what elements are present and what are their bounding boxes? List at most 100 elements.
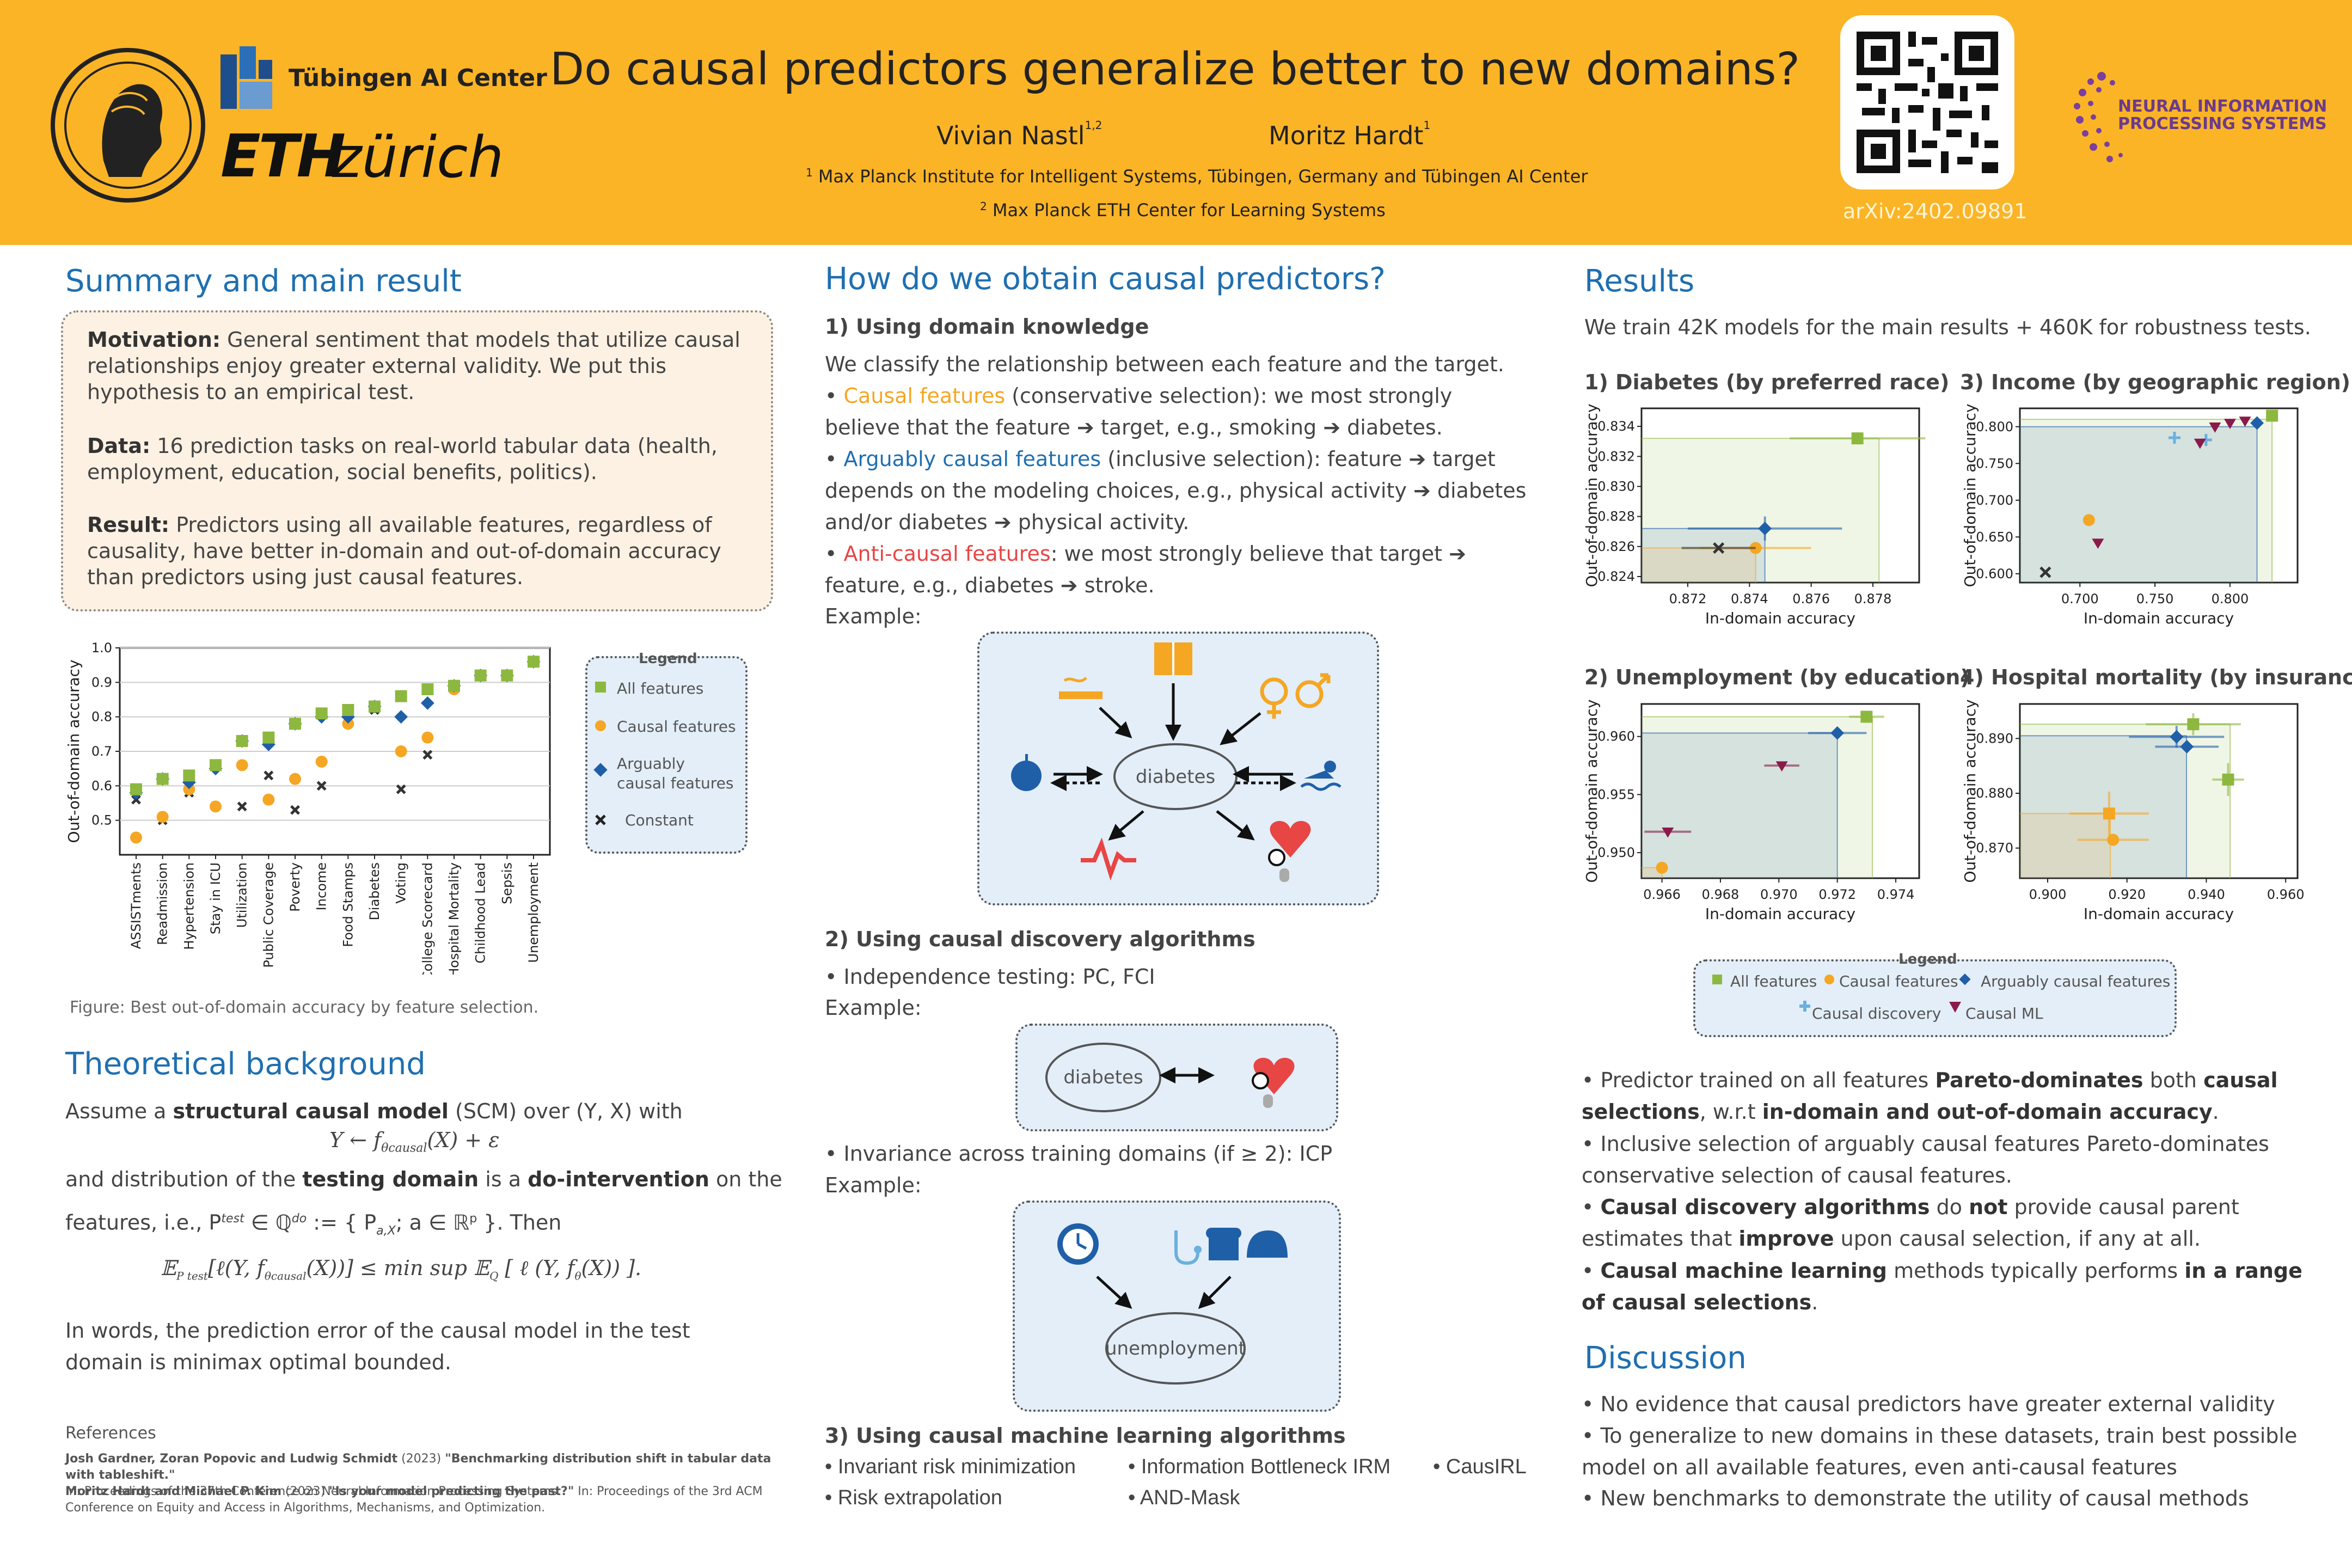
s3-item-4: • Risk extrapolation xyxy=(825,1486,1002,1509)
result-ytick-label: 0.826 xyxy=(1597,539,1635,554)
section-2-bullet-2: • Invariance across training domains (if… xyxy=(825,1142,1333,1166)
theory-line-1: Assume a structural causal model (SCM) o… xyxy=(65,1099,683,1123)
main-ytick-label: 0.5 xyxy=(91,813,112,828)
main-ytick-label: 0.9 xyxy=(91,675,112,690)
main-xtick-label: Unemployment xyxy=(526,862,541,963)
main-point-causal-features xyxy=(236,759,248,771)
references-heading: References xyxy=(65,1424,156,1443)
result-point xyxy=(2209,422,2221,433)
main-legend-all: All features xyxy=(617,679,704,697)
chart-unemployment: 0.966 0.968 0.970 0.972 0.974 0.960 0.955 0.950… xyxy=(1583,699,1920,923)
result-ytick-label: 0.600 xyxy=(1976,566,2013,581)
result-xtick-label: 0.920 xyxy=(2108,887,2146,902)
main-point-constant xyxy=(396,784,406,794)
data-text: Data: 16 prediction tasks on real-world … xyxy=(87,434,718,484)
main-point-constant xyxy=(131,794,141,805)
qr-code-frame[interactable] xyxy=(1840,15,2014,189)
main-point-all-features xyxy=(130,783,142,795)
result-xtick-label: 0.972 xyxy=(1818,887,1856,902)
results-bullet-4: • Causal machine learning methods typica… xyxy=(1582,1259,2302,1314)
main-legend-arguably: Arguably causal features xyxy=(617,755,734,792)
rlegend-discovery-marker xyxy=(1799,1001,1810,1012)
main-point-all-features xyxy=(210,759,222,771)
result-region xyxy=(1641,438,1879,583)
diagram-domain-knowledge xyxy=(977,632,1379,905)
main-xtick-label: College Scorecard xyxy=(420,862,435,975)
result-text: Result: Predictors using all available f… xyxy=(87,513,721,589)
result-xtick-label: 0.750 xyxy=(2136,591,2174,607)
result-ytick-label: 0.800 xyxy=(1976,419,2013,434)
diagram-node-diabetes: diabetes xyxy=(1113,743,1238,810)
result-ytick-label: 0.824 xyxy=(1597,569,1635,584)
tuebingen-ai-text: Tübingen AI Center xyxy=(289,64,547,92)
main-point-all-features xyxy=(528,656,540,668)
main-xtick-label: ASSISTments xyxy=(128,862,144,949)
heart-icon xyxy=(1268,820,1311,882)
main-xtick-label: Childhood Lead xyxy=(473,862,488,964)
result-point xyxy=(1749,542,1762,554)
main-point-all-features xyxy=(262,731,275,744)
main-point-all-features xyxy=(342,704,354,716)
summary-heading: Summary and main result xyxy=(65,264,462,299)
discussion-bullet-3: • New benchmarks to demonstrate the util… xyxy=(1582,1486,2249,1510)
bullet-anti-causal: • Anti-causal features: we most strongly… xyxy=(825,542,1466,597)
main-point-causal-features xyxy=(156,811,169,823)
main-point-constant xyxy=(316,781,327,791)
main-point-constant xyxy=(422,750,433,760)
section-1-title: 1) Using domain knowledge xyxy=(825,315,1149,339)
section-1-intro: We classify the relationship between eac… xyxy=(825,352,1504,376)
main-ytick-label: 0.7 xyxy=(91,744,112,759)
legend-arguably-marker xyxy=(593,763,608,777)
result-region xyxy=(1641,716,1873,878)
main-accuracy-chart: 1.0 0.9 0.8 0.7 0.6 0.5 Out-of-domain accuracy… xyxy=(65,640,551,975)
result-region xyxy=(2020,724,2231,878)
chart-4-title: 4) Hospital mortality (by insurance) xyxy=(1960,665,2352,689)
result-xlabel: In-domain accuracy xyxy=(2084,905,2234,923)
arxiv-link[interactable]: arXiv:2402.09891 xyxy=(1843,199,2028,223)
neurips-logo-text: NEURAL INFORMATION PROCESSING SYSTEMS xyxy=(2118,97,2328,133)
rlegend-arguably-marker xyxy=(1959,973,1971,985)
eth-logo-light: zürich xyxy=(332,124,504,191)
result-xtick-label: 0.876 xyxy=(1792,591,1830,607)
result-xtick-label: 0.878 xyxy=(1854,591,1892,607)
result-region xyxy=(2020,813,2111,878)
result-point xyxy=(1775,761,1788,772)
legend-causal-features-marker xyxy=(595,720,606,731)
result-xtick-label: 0.974 xyxy=(1877,887,1915,902)
summary-box xyxy=(61,310,773,611)
result-point xyxy=(2082,514,2095,526)
section-2-title: 2) Using causal discovery algorithms xyxy=(825,927,1255,951)
book-icon xyxy=(1154,642,1192,675)
result-point xyxy=(1851,432,1864,445)
main-xtick-label: Public Coverage xyxy=(261,862,276,968)
main-point-all-features xyxy=(501,669,513,682)
main-legend-causal: Causal features xyxy=(617,718,736,736)
main-ytick-label: 1.0 xyxy=(91,640,112,656)
result-xtick-label: 0.800 xyxy=(2212,591,2249,607)
results-heading: Results xyxy=(1584,264,1695,299)
example-label-3: Example: xyxy=(825,1173,922,1197)
main-xtick-label: Readmission xyxy=(155,862,170,945)
main-point-causal-features xyxy=(289,773,301,785)
reference-2: Moritz Hardt and Michael P. Kim (2023) "… xyxy=(65,1485,763,1515)
pulse-icon xyxy=(1081,837,1136,881)
diagram-3-node-unemployment: unemployment xyxy=(1105,1312,1246,1385)
chart-3-title: 3) Income (by geographic region) xyxy=(1960,370,2350,394)
heart-icon-2 xyxy=(1252,1057,1295,1108)
affiliation-2: 2 Max Planck ETH Center for Learning Sys… xyxy=(980,200,1386,220)
result-plot-area xyxy=(2019,407,2299,584)
main-xtick-label: Poverty xyxy=(287,862,303,912)
theory-conclusion: In words, the prediction error of the ca… xyxy=(65,1319,690,1374)
theory-equation-2: 𝔼P test[ℓ(Y, fθcausal(X))] ≤ min sup 𝔼Q … xyxy=(161,1256,642,1283)
rlegend-all-marker xyxy=(1712,975,1722,984)
author-2: Moritz Hardt1 xyxy=(1269,119,1431,150)
swimmer-icon xyxy=(1300,761,1342,791)
result-plot-area xyxy=(2019,703,2299,879)
main-xtick-label: Hospital Mortality xyxy=(446,862,462,975)
result-ytick-label: 0.650 xyxy=(1976,529,2013,544)
result-point xyxy=(2039,566,2051,578)
main-legend-markers xyxy=(593,682,608,825)
results-bullet-3: • Causal discovery algorithms do not pro… xyxy=(1582,1195,2239,1251)
result-ytick-label: 0.830 xyxy=(1597,479,1635,494)
main-xtick-label: Utilization xyxy=(235,862,250,928)
